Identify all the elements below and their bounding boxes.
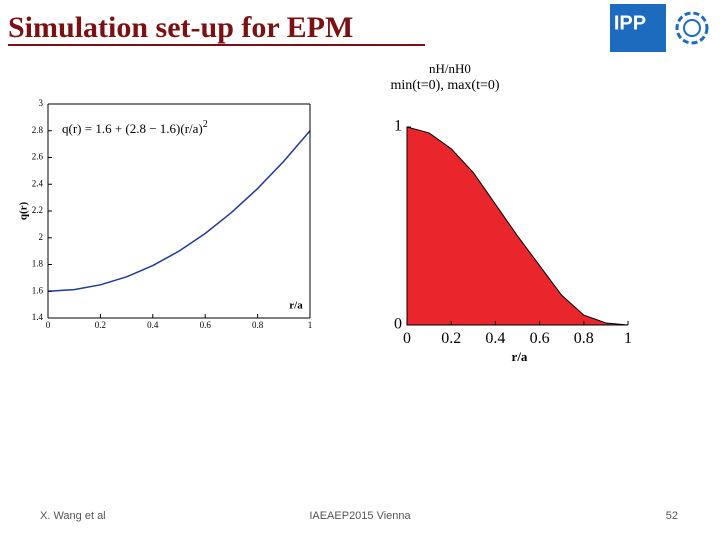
area bbox=[406, 126, 629, 326]
x-tick-label: 1 bbox=[624, 330, 632, 347]
y-tick-label: 2 bbox=[39, 232, 44, 242]
logo-ring-inner bbox=[683, 19, 701, 37]
x-tick-label: 0.6 bbox=[530, 330, 550, 347]
y-tick-label: 1.4 bbox=[32, 312, 44, 322]
y-axis-label: q(r) bbox=[18, 202, 30, 221]
y-tick-label: 3 bbox=[39, 98, 44, 108]
x-tick-label: 0.4 bbox=[485, 330, 505, 347]
logo-text: IPP bbox=[614, 12, 646, 34]
y-tick-label: 2.8 bbox=[32, 125, 44, 135]
annotation: q(r) = 1.6 + (2.8 − 1.6)(r/a)2 bbox=[62, 119, 208, 136]
x-tick-label: 0.8 bbox=[574, 330, 594, 347]
slide-title: Simulation set-up for EPM bbox=[8, 11, 353, 44]
line bbox=[47, 130, 311, 292]
x-axis-label: r/a bbox=[289, 300, 303, 312]
chart-subtitle: min(t=0), max(t=0) bbox=[390, 78, 499, 93]
annotation-sup: 2 bbox=[203, 119, 208, 130]
y-tick-label: 2.6 bbox=[32, 152, 44, 162]
footer-author: X. Wang et al bbox=[40, 510, 106, 522]
y-tick-label: 1.8 bbox=[32, 259, 44, 269]
x-tick-label: 0 bbox=[403, 330, 411, 347]
footer-event: IAEAEP2015 Vienna bbox=[309, 510, 411, 522]
chart-title: nH/nH0 bbox=[429, 61, 471, 76]
y-tick-label: 2.2 bbox=[32, 205, 43, 215]
x-tick-label: 0.8 bbox=[252, 320, 264, 330]
x-tick-label: 0.2 bbox=[95, 320, 106, 330]
x-tick-label: 0 bbox=[46, 320, 51, 330]
y-tick-label: 1.6 bbox=[32, 285, 44, 295]
footer-page: 52 bbox=[666, 510, 678, 522]
x-tick-label: 1 bbox=[308, 320, 313, 330]
x-axis-label: r/a bbox=[512, 349, 528, 364]
x-tick-label: 0.4 bbox=[147, 320, 159, 330]
x-tick-label: 0.2 bbox=[441, 330, 461, 347]
y-tick-label: 0 bbox=[394, 316, 402, 333]
logo-box bbox=[610, 4, 666, 52]
y-tick-label: 1 bbox=[394, 118, 402, 135]
annotation-text: q(r) = 1.6 + (2.8 − 1.6)(r/a) bbox=[62, 121, 203, 136]
logo-ring bbox=[675, 11, 709, 45]
y-tick-label: 2.4 bbox=[32, 178, 44, 188]
x-tick-label: 0.6 bbox=[200, 320, 212, 330]
